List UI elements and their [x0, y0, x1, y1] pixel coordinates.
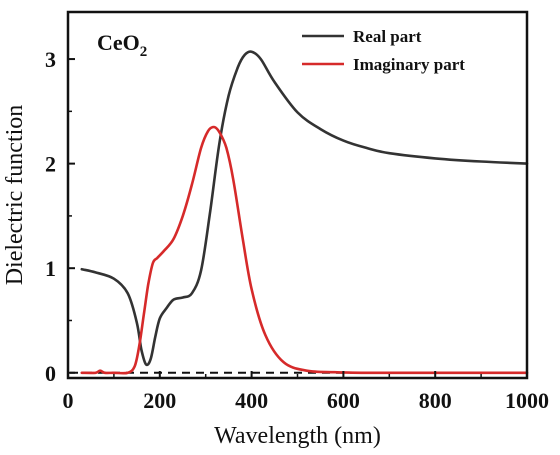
plot-area — [70, 50, 529, 375]
legend-label-imaginary: Imaginary part — [353, 55, 465, 74]
x-tick-label: 0 — [63, 388, 74, 413]
x-tick-label: 600 — [327, 388, 360, 413]
x-axis-label: Wavelength (nm) — [214, 423, 381, 449]
y-tick-label: 0 — [45, 361, 56, 386]
legend-label-real: Real part — [353, 27, 422, 46]
real-part-line — [80, 50, 529, 367]
y-tick-label: 2 — [45, 152, 56, 177]
chart-title-base: CeO — [97, 30, 140, 55]
x-tick-label: 1000 — [505, 388, 549, 413]
imaginary-part-line — [80, 125, 529, 375]
y-axis-label: Dielectric function — [2, 105, 28, 286]
legend: Real part Imaginary part — [302, 27, 465, 74]
y-tick-label: 3 — [45, 47, 56, 72]
x-tick-label: 400 — [235, 388, 268, 413]
x-tick-label: 800 — [419, 388, 452, 413]
x-tick-label: 200 — [143, 388, 176, 413]
chart-title: CeO2 — [97, 30, 147, 60]
axis-ticks: 0 200 400 600 800 1000 0 1 2 3 — [45, 47, 549, 413]
chart-title-subscript: 2 — [140, 44, 148, 60]
y-tick-label: 1 — [45, 256, 56, 281]
